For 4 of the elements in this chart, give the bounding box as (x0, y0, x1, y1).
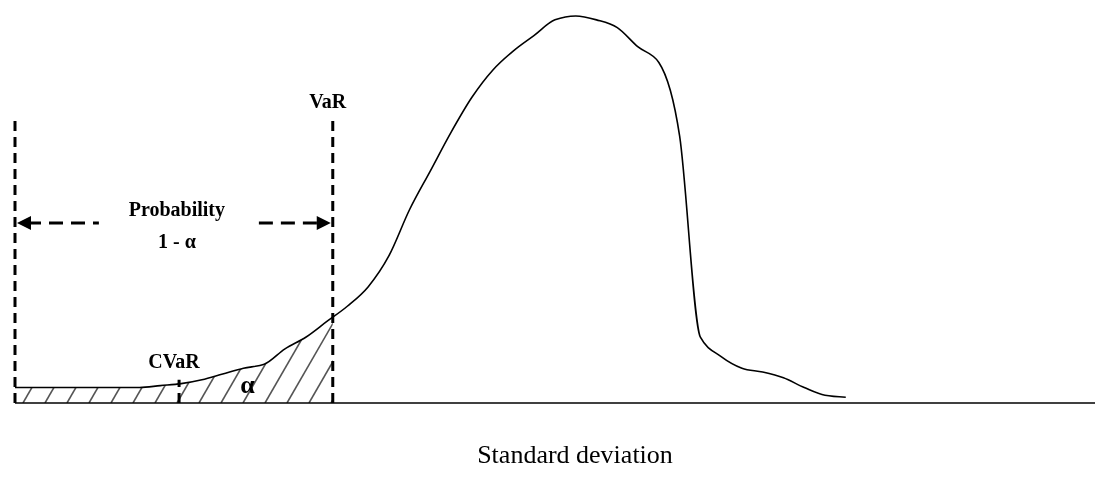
x-axis-title: Standard deviation (477, 440, 673, 469)
annotation: Probability (128, 198, 226, 221)
annotation: VaR (309, 90, 347, 113)
annotation: 1 - α (157, 230, 196, 252)
